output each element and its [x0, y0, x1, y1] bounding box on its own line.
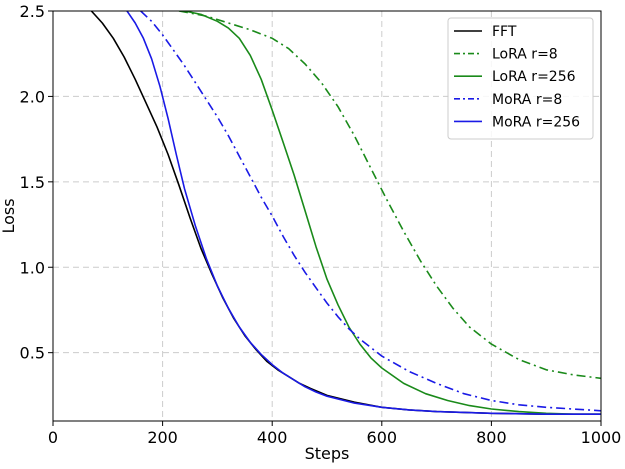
y-tick-label: 1.0 — [20, 258, 45, 277]
legend-label: FFT — [492, 24, 517, 40]
y-tick-label: 0.5 — [20, 344, 45, 363]
legend-label: LoRA r=256 — [492, 69, 576, 85]
series-line-1 — [178, 11, 601, 380]
grid — [53, 11, 601, 421]
y-tick-label: 2.0 — [20, 87, 45, 106]
series-line-3 — [140, 11, 601, 412]
y-axis-label: Loss — [0, 198, 18, 233]
x-tick-label: 1000 — [581, 428, 622, 447]
x-tick-label: 400 — [257, 428, 288, 447]
x-tick-label: 0 — [48, 428, 58, 447]
legend-label: MoRA r=256 — [492, 114, 580, 130]
axes: 0 200 400 600 800 1000 0.5 1.0 1.5 2.0 2.5 — [20, 2, 622, 447]
x-axis-label: Steps — [305, 444, 350, 463]
series-lines — [90, 11, 601, 416]
legend-label: MoRA r=8 — [492, 92, 562, 108]
y-tick-label: 1.5 — [20, 173, 45, 192]
legend-frame — [447, 17, 594, 140]
legend: FFT LoRA r=8 LoRA r=256 MoRA r=8 MoRA r=256 — [447, 17, 594, 140]
series-line-4 — [126, 11, 601, 416]
x-tick-label: 200 — [147, 428, 178, 447]
y-tick-label: 2.5 — [20, 2, 45, 21]
series-line-2 — [184, 11, 601, 416]
plot-frame — [52, 10, 602, 422]
x-tick-label: 800 — [476, 428, 507, 447]
legend-label: LoRA r=8 — [492, 47, 558, 63]
x-tick-label: 600 — [367, 428, 398, 447]
